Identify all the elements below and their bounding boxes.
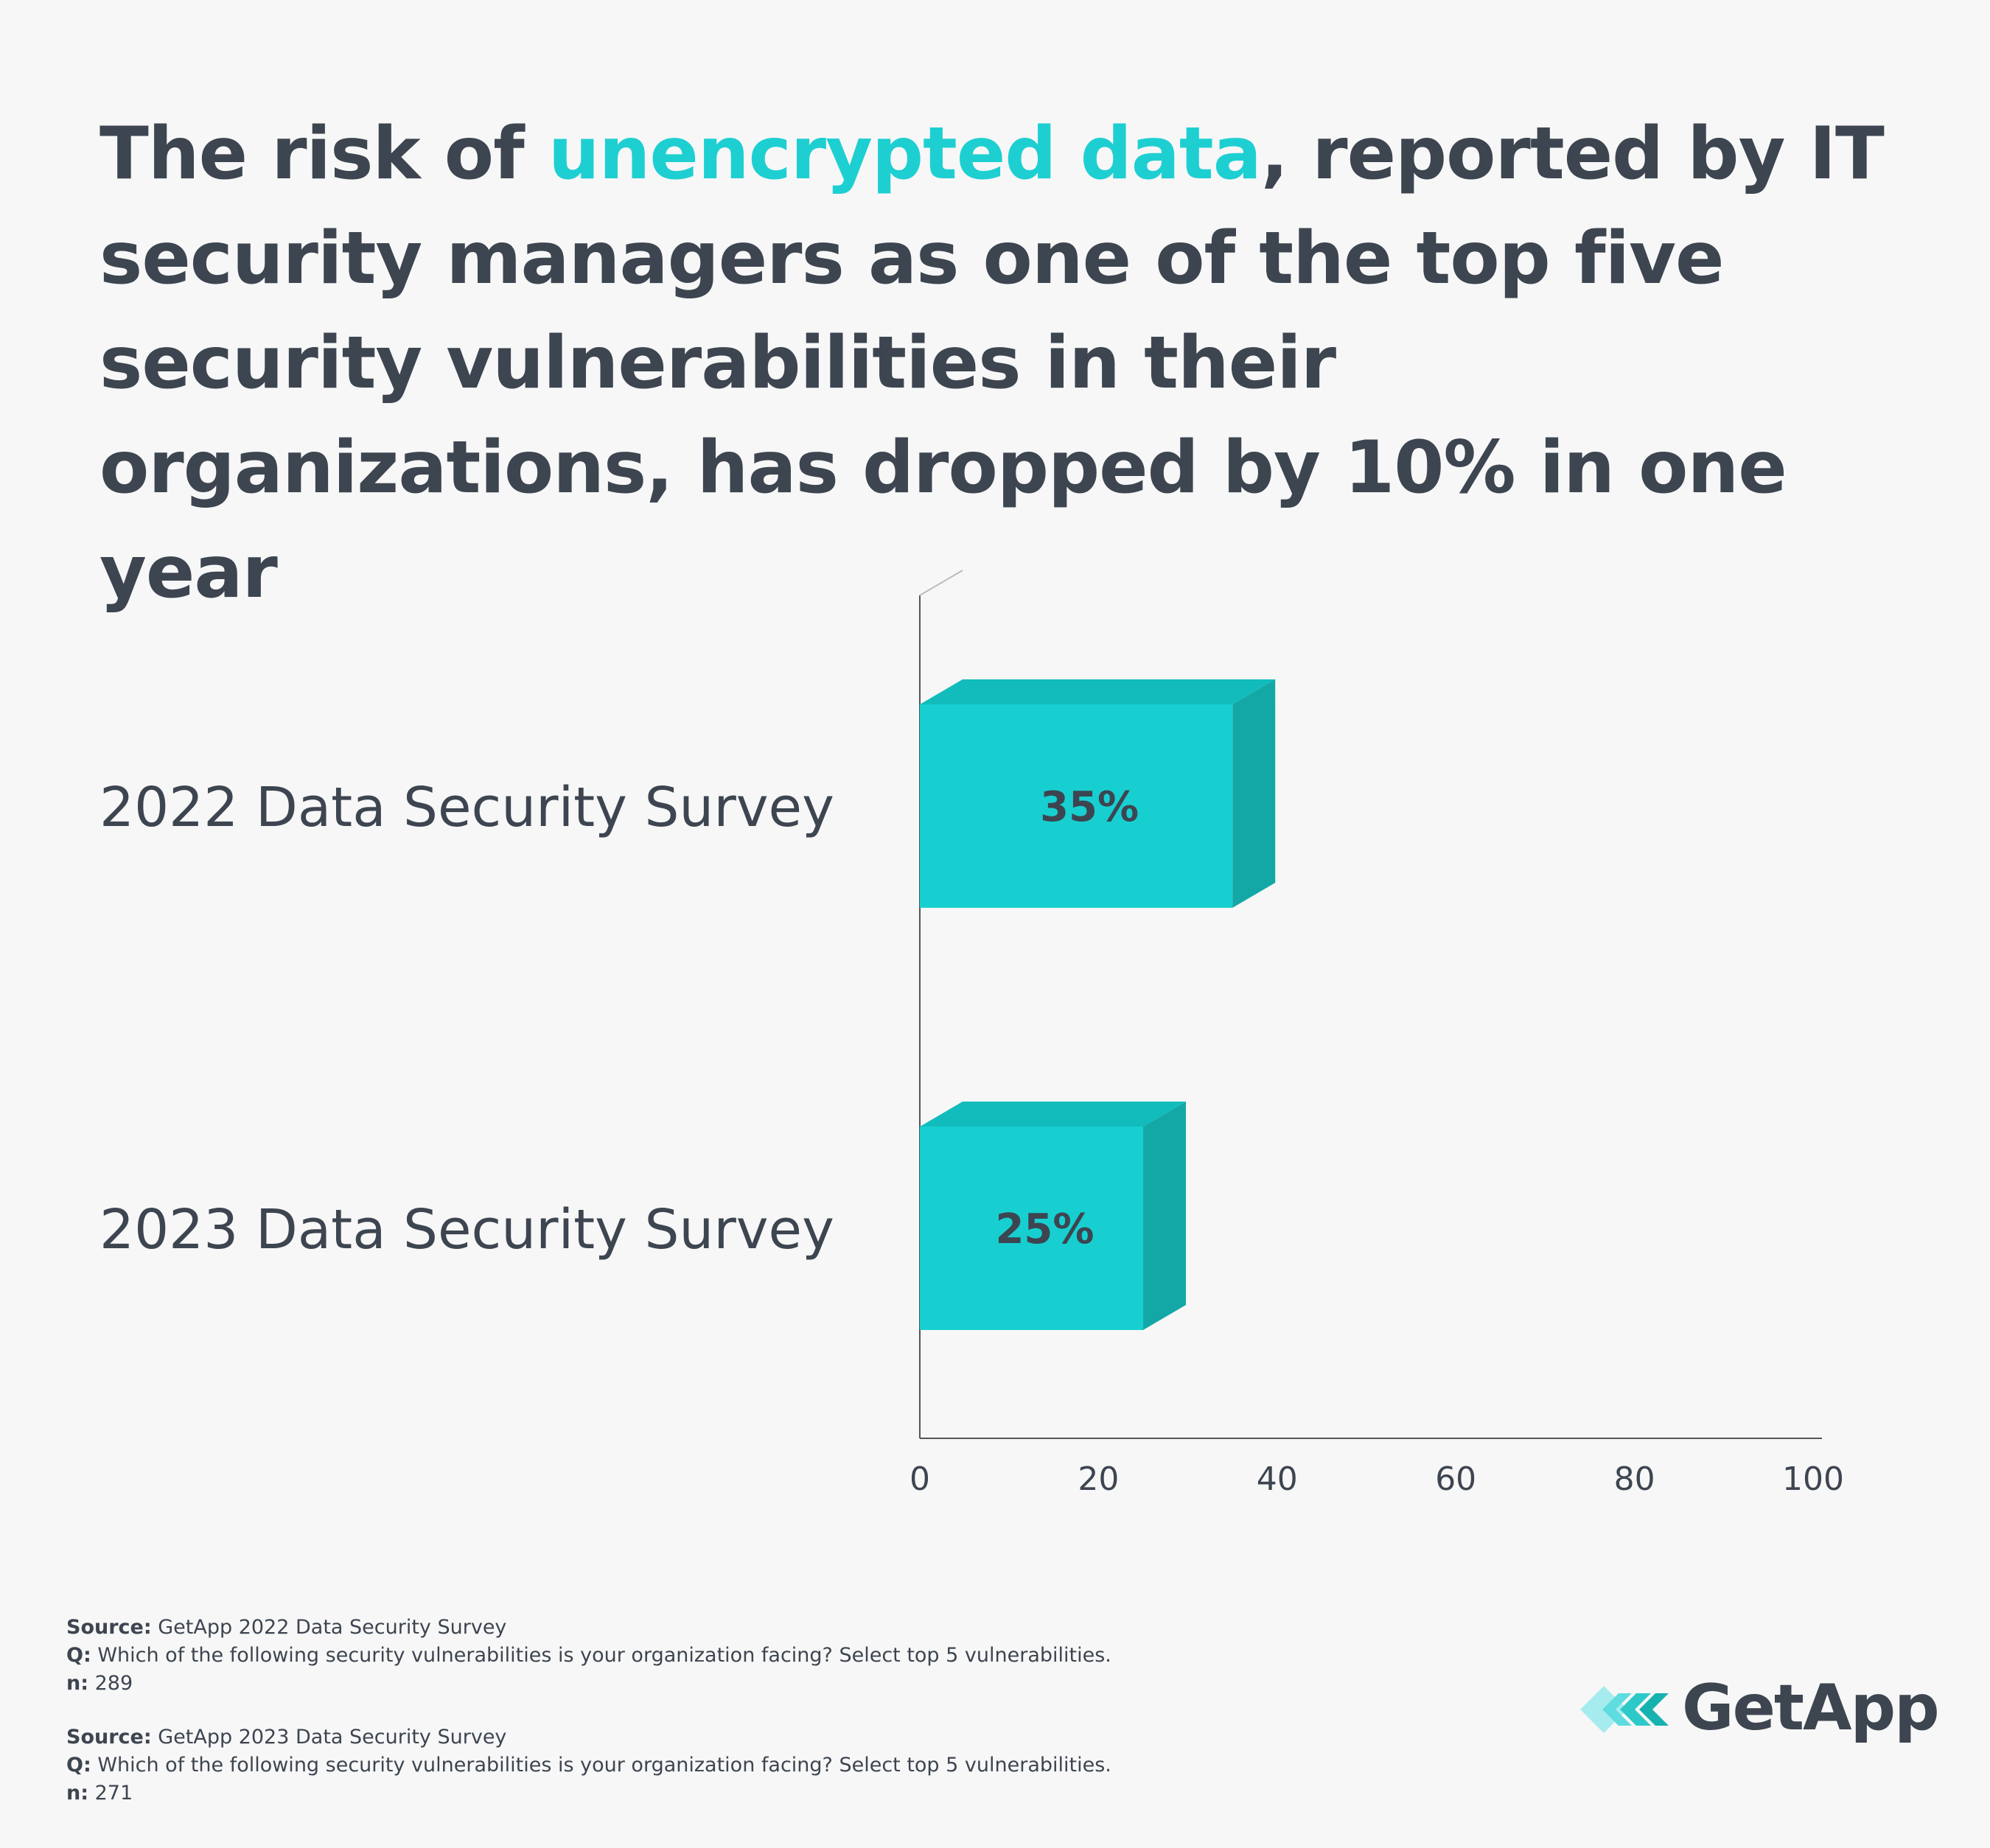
bar <box>920 704 1233 908</box>
x-tick-label: 60 <box>1435 1460 1476 1498</box>
x-tick-label: 80 <box>1614 1460 1655 1498</box>
sample-size-label: n: <box>66 1672 89 1695</box>
question-label: Q: <box>66 1754 91 1777</box>
bar <box>920 1127 1143 1330</box>
title-part-2: , reported by IT security managers as on… <box>100 111 1885 615</box>
title-highlight: unencrypted data <box>548 111 1262 196</box>
source-text: GetApp 2023 Data Security Survey <box>151 1726 507 1749</box>
getapp-logo: GetApp <box>1577 1671 1940 1745</box>
bar-top-face <box>920 679 1276 704</box>
x-tick-label: 0 <box>910 1460 930 1498</box>
category-label: 2022 Data Security Survey <box>100 776 834 839</box>
bar-top-face <box>920 1102 1186 1127</box>
x-tick-label: 100 <box>1782 1460 1844 1498</box>
footer-source-2023: Source: GetApp 2023 Data Security Survey… <box>66 1723 1111 1807</box>
bar-data-label: 25% <box>995 1205 1094 1253</box>
sample-size-text: 271 <box>88 1782 133 1805</box>
title-part-1: The risk of <box>100 111 548 196</box>
logo-text: GetApp <box>1682 1671 1940 1745</box>
getapp-chevrons-icon <box>1580 1686 1669 1733</box>
question-text: Which of the following security vulnerab… <box>91 1644 1111 1667</box>
chart-title: The risk of unencrypted data, reported b… <box>100 102 1927 625</box>
sample-size-text: 289 <box>88 1672 133 1695</box>
bar-chart: 35% 2022 Data Security Survey 25% 2023 Data… <box>100 570 1844 1498</box>
source-label: Source: <box>66 1726 152 1749</box>
source-text: GetApp 2022 Data Security Survey <box>151 1616 507 1639</box>
bar-data-label: 35% <box>1040 783 1139 831</box>
question-text: Which of the following security vulnerab… <box>91 1754 1111 1777</box>
sample-size-label: n: <box>66 1782 89 1805</box>
axis-depth-line <box>919 570 963 596</box>
source-label: Source: <box>66 1616 152 1639</box>
bar-side-face <box>1143 1102 1186 1330</box>
category-label: 2023 Data Security Survey <box>100 1198 834 1261</box>
x-tick-label: 20 <box>1078 1460 1119 1498</box>
bar-side-face <box>1232 679 1276 908</box>
footer-source-2022: Source: GetApp 2022 Data Security Survey… <box>66 1614 1111 1698</box>
question-label: Q: <box>66 1644 91 1667</box>
x-tick-label: 40 <box>1257 1460 1298 1498</box>
